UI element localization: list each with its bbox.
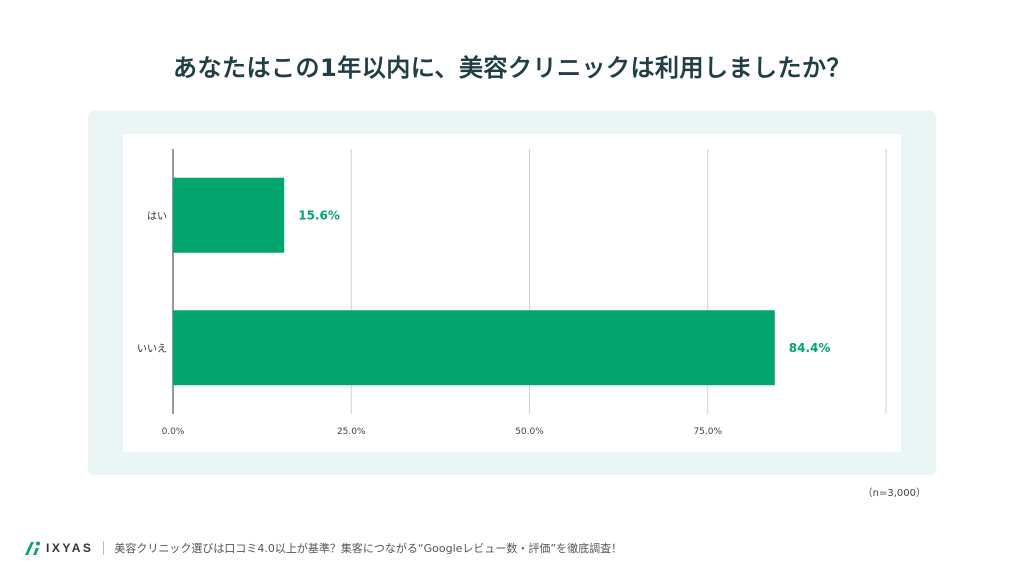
sample-size-note: （n=3,000） [862, 488, 926, 499]
x-tick-label: 50.0% [515, 427, 544, 437]
page-title: あなたはこの1年以内に、美容クリニックは利用しましたか？ [173, 54, 851, 82]
plot-area: 0.0% 25.0% 50.0% 75.0% はい 15.6% いいえ 84.4% [123, 134, 901, 452]
bar [173, 177, 285, 253]
footer: IXYAS 美容クリニック選びは口コミ4.0以上が基準？集客につながる“Goog… [24, 538, 622, 558]
category-label: いいえ [137, 343, 167, 355]
logo-mark-icon [25, 541, 40, 555]
bar [173, 310, 775, 386]
x-tick-label: 75.0% [693, 427, 722, 437]
bar-chart: 0.0% 25.0% 50.0% 75.0% はい 15.6% いいえ 84.4% [137, 149, 887, 437]
data-label: 15.6% [298, 208, 340, 222]
logo-text: IXYAS [46, 541, 94, 555]
x-tick-label: 25.0% [337, 427, 366, 437]
brand-logo[interactable]: IXYAS [24, 540, 93, 556]
data-label: 84.4% [789, 341, 831, 355]
x-tick-label: 0.0% [162, 427, 185, 437]
article-title: 美容クリニック選びは口コミ4.0以上が基準？集客につながる“Googleレビュー… [114, 542, 623, 555]
footer-divider [103, 541, 105, 555]
category-label: はい [147, 210, 167, 222]
